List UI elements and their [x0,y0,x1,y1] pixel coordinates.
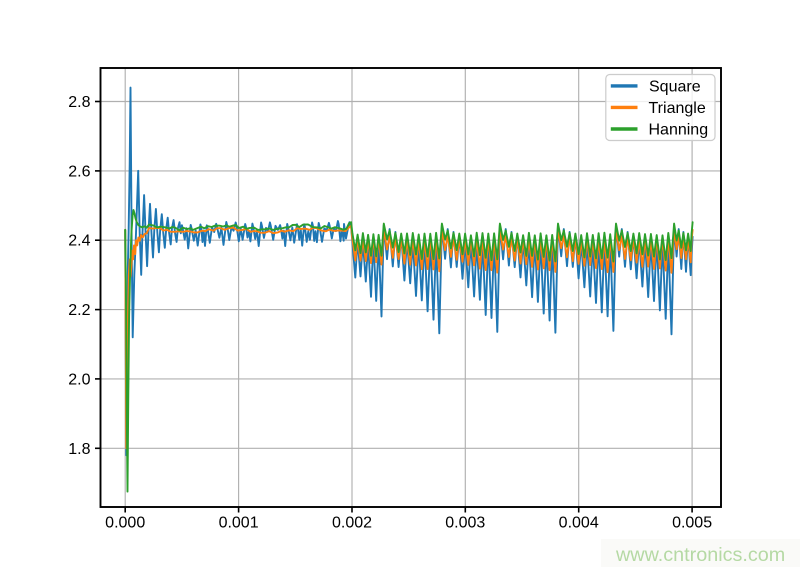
svg-text:2.2: 2.2 [68,302,90,319]
svg-text:2.8: 2.8 [68,94,90,111]
svg-text:Square: Square [649,79,701,96]
svg-text:2.6: 2.6 [68,163,90,180]
svg-text:www.cntronics.com: www.cntronics.com [615,544,785,566]
svg-text:0.003: 0.003 [445,515,485,532]
svg-text:Hanning: Hanning [649,122,709,139]
svg-text:0.001: 0.001 [219,515,259,532]
svg-text:2.0: 2.0 [68,371,90,388]
svg-text:0.002: 0.002 [332,515,372,532]
svg-text:Triangle: Triangle [649,100,706,117]
svg-text:0.004: 0.004 [559,515,599,532]
svg-text:0.005: 0.005 [672,515,712,532]
svg-text:2.4: 2.4 [68,233,90,250]
svg-text:1.8: 1.8 [68,441,90,458]
svg-text:0.000: 0.000 [105,515,145,532]
